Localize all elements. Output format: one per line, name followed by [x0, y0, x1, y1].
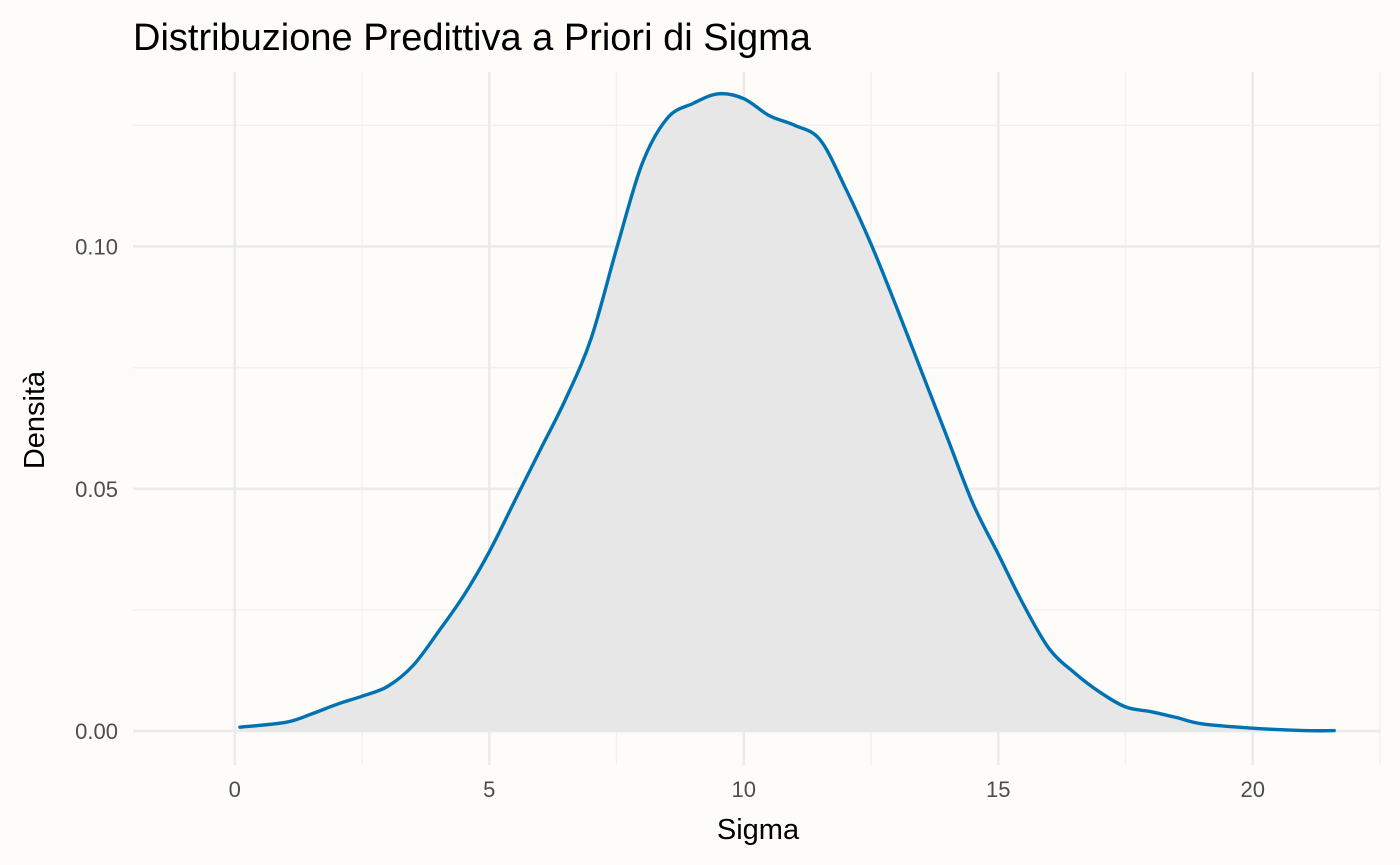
y-tick-label: 0.00 [75, 719, 118, 744]
y-axis-title: Densità [19, 370, 51, 469]
y-axis-ticks: 0.00 0.05 0.10 [75, 234, 118, 744]
chart-title: Distribuzione Predittiva a Priori di Sig… [133, 17, 812, 59]
x-tick-label: 20 [1241, 777, 1265, 802]
y-tick-label: 0.05 [75, 477, 118, 502]
x-axis-ticks: 0 5 10 15 20 [229, 777, 1265, 802]
x-tick-label: 0 [229, 777, 241, 802]
y-tick-label: 0.10 [75, 234, 118, 259]
x-tick-label: 15 [986, 777, 1010, 802]
density-area [239, 93, 1335, 732]
x-tick-label: 5 [483, 777, 495, 802]
x-tick-label: 10 [732, 777, 756, 802]
density-line [238, 91, 1336, 733]
x-axis-title: Sigma [717, 814, 800, 846]
